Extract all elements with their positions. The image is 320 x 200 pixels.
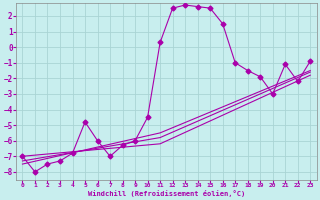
X-axis label: Windchill (Refroidissement éolien,°C): Windchill (Refroidissement éolien,°C)	[88, 190, 245, 197]
